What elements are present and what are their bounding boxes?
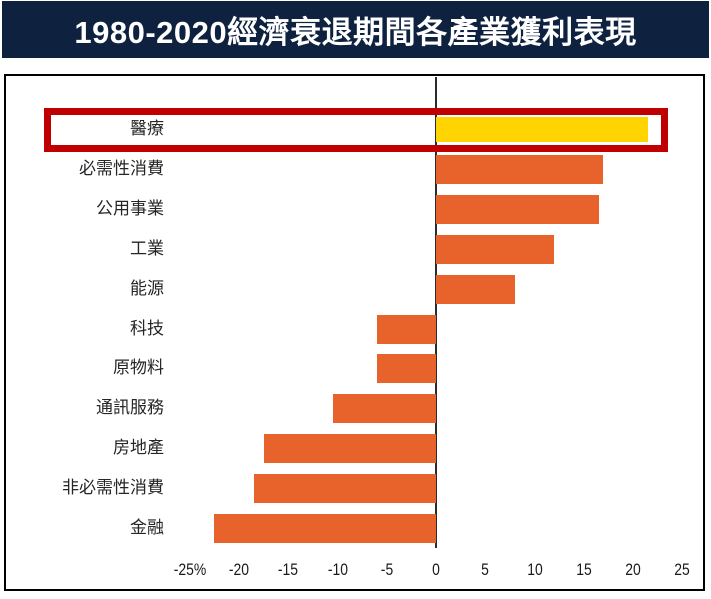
- chart-bar: [253, 474, 436, 504]
- x-tick-label: 10: [526, 560, 543, 579]
- chart-bar: [436, 154, 604, 184]
- category-label: 金融: [130, 518, 164, 537]
- chart-bar: [436, 194, 599, 224]
- x-tick-label: 5: [481, 560, 490, 579]
- x-tick-label: -15: [278, 560, 299, 579]
- zero-axis-line: [435, 77, 437, 548]
- chart-bar: [332, 394, 436, 424]
- chart-bar: [376, 314, 436, 344]
- category-label: 醫療: [130, 119, 164, 138]
- chart-bar: [436, 234, 555, 264]
- highlight-box: [44, 108, 668, 152]
- chart-bar: [263, 434, 436, 464]
- chart-bar: [436, 274, 515, 304]
- chart-header: 1980-2020經濟衰退期間各產業獲利表現: [2, 1, 709, 58]
- category-label: 房地產: [113, 438, 164, 458]
- highlighted-bar: [436, 117, 648, 142]
- x-tick-label: 15: [575, 560, 592, 579]
- x-tick-label: 20: [625, 560, 641, 579]
- category-label: 公用事業: [96, 198, 164, 218]
- category-label: 能源: [130, 278, 164, 298]
- x-tick-label: -25%: [173, 560, 207, 579]
- category-label: 原物料: [113, 358, 164, 378]
- x-tick-label: -10: [327, 560, 348, 579]
- x-tick-label: -5: [380, 560, 393, 579]
- x-tick-label: 0: [432, 560, 440, 579]
- x-tick-label: -20: [228, 560, 250, 579]
- category-label: 通訊服務: [96, 398, 164, 418]
- chart-bar: [376, 354, 436, 384]
- category-label: 工業: [130, 238, 164, 258]
- x-tick-label: 25: [674, 560, 691, 579]
- category-label: 科技: [130, 318, 164, 338]
- category-label: 必需性消費: [79, 158, 164, 178]
- chart-bar: [214, 514, 436, 543]
- chart-title: 1980-2020經濟衰退期間各產業獲利表現: [74, 15, 637, 50]
- category-label: 非必需性消費: [62, 478, 164, 498]
